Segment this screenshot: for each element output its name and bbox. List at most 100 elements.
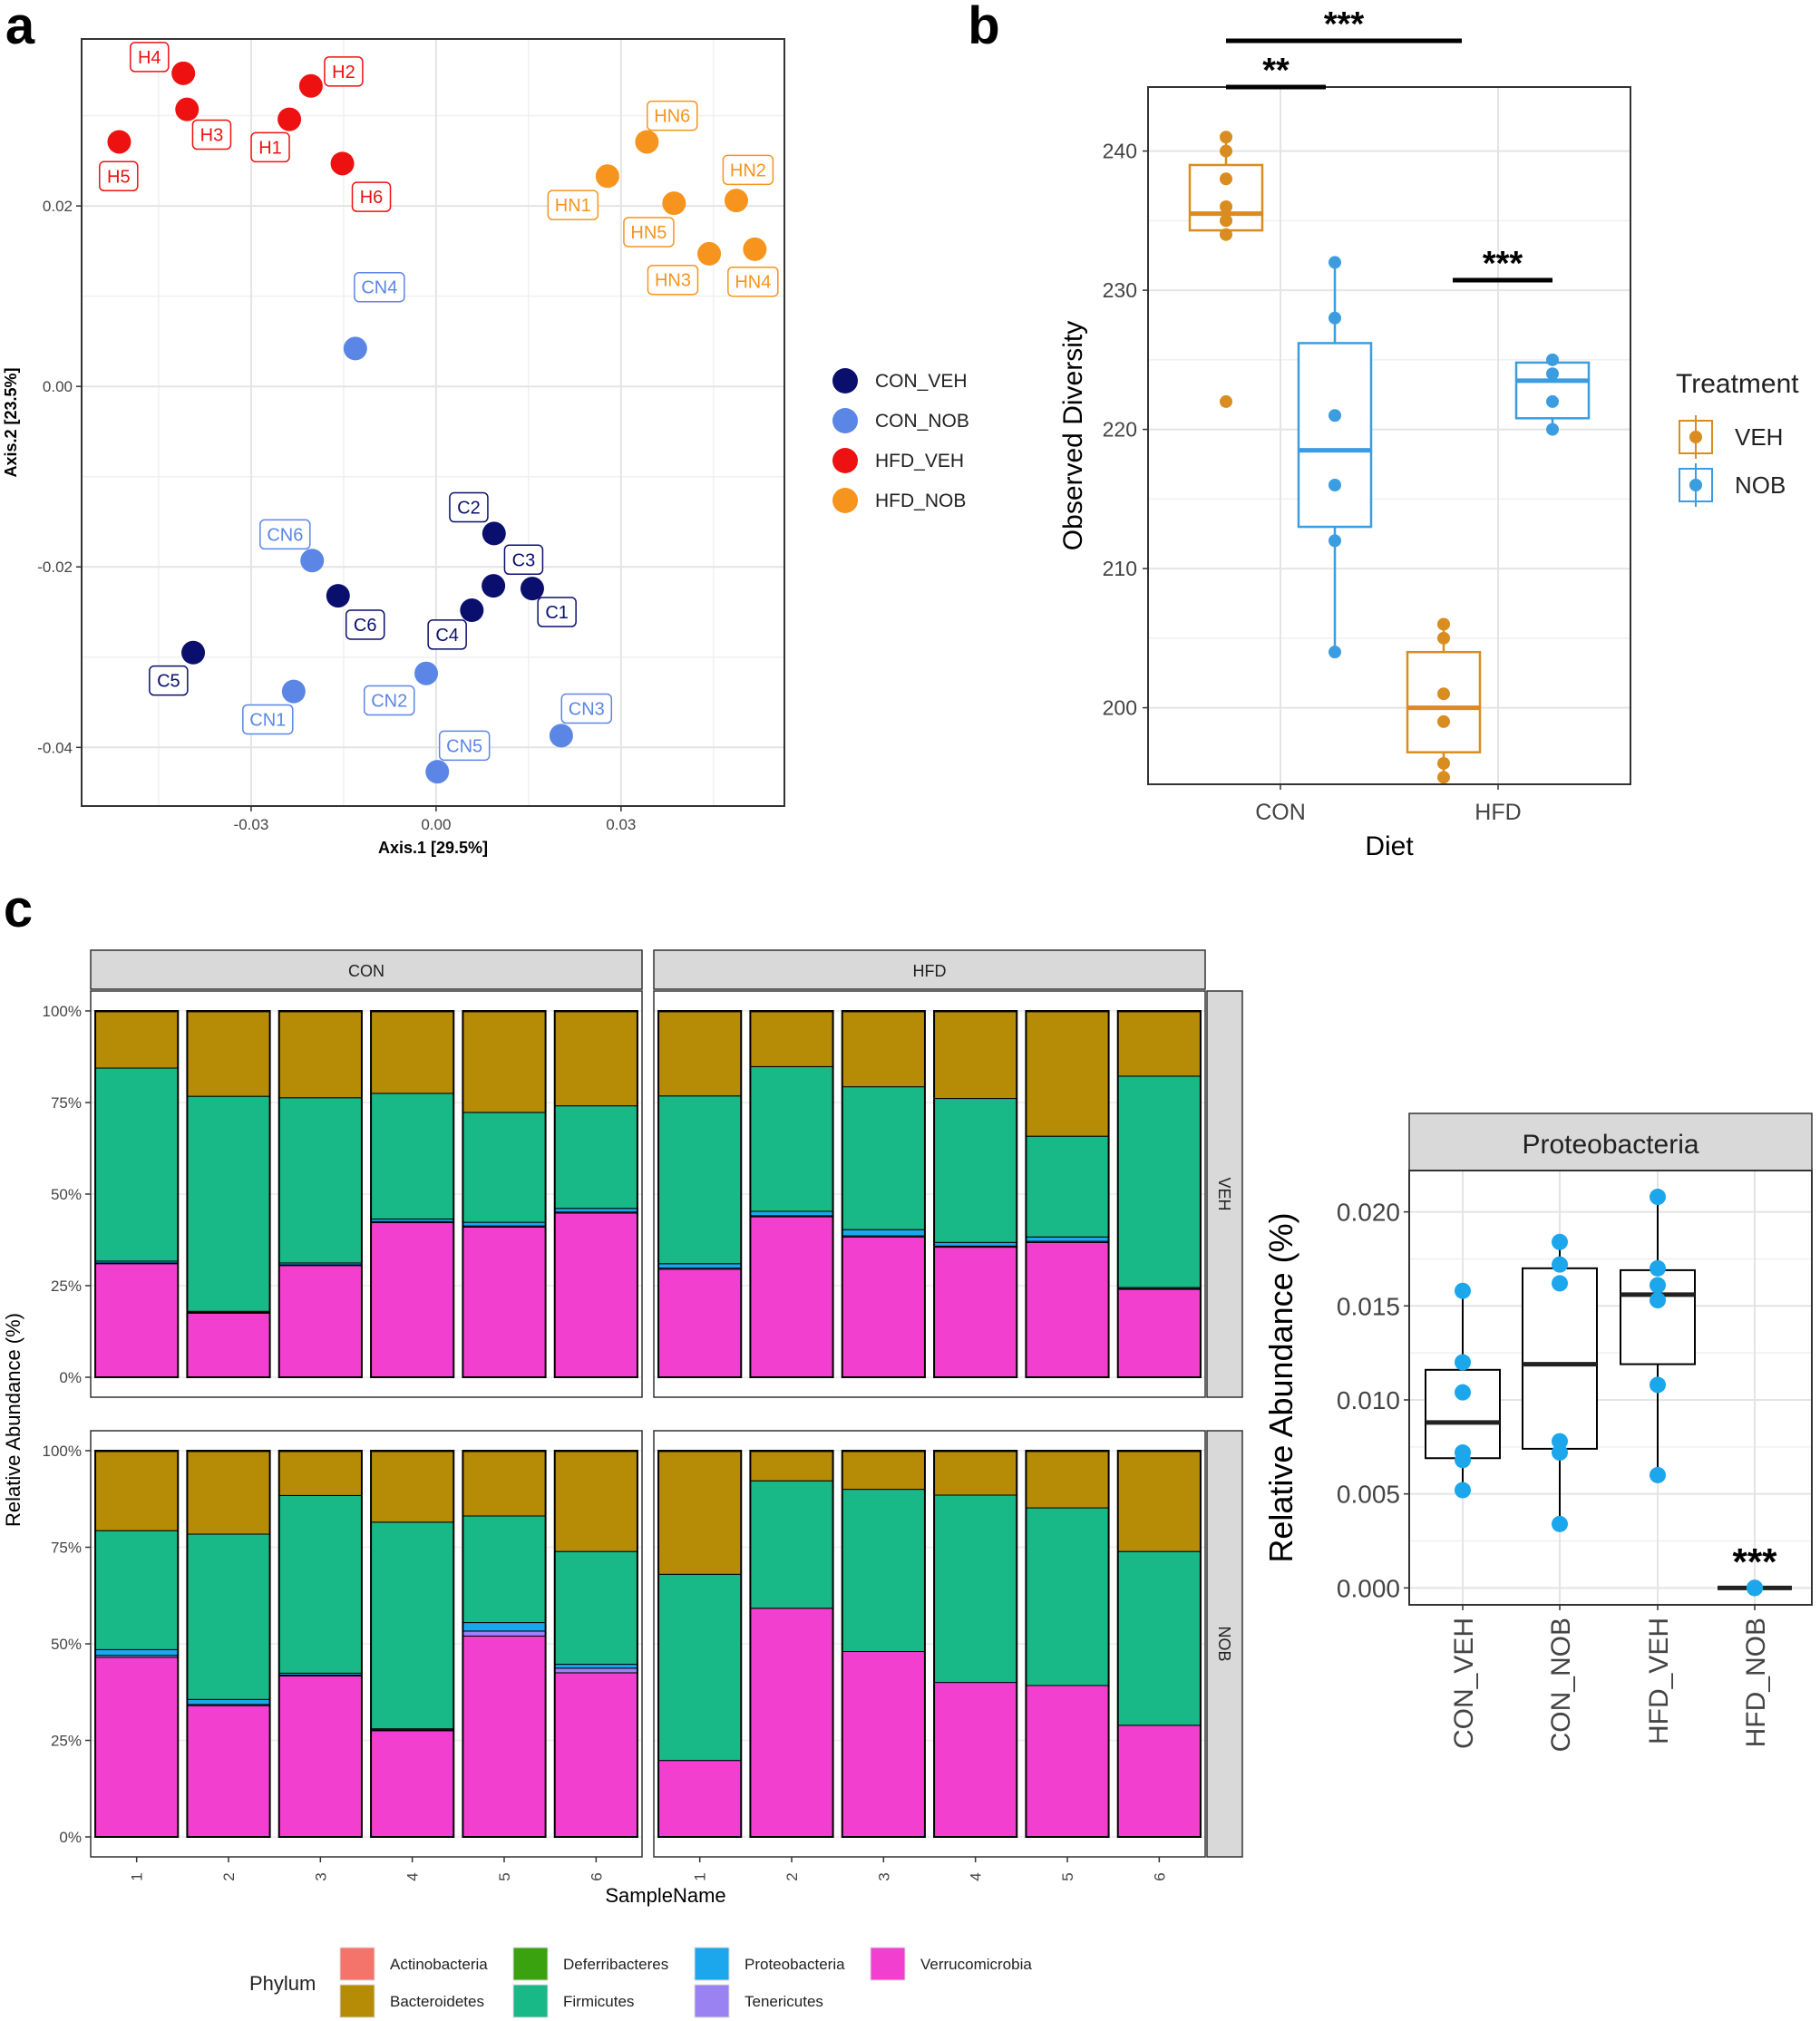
bar-segment-firmicutes <box>370 1093 454 1219</box>
legend: CON_VEH CON_NOB HFD_VEH HFD_NOB <box>832 368 969 513</box>
legend-label: HFD_NOB <box>875 491 966 511</box>
facet-CON-VEH: 0% 25% 50% 75% 100% <box>43 990 643 1398</box>
point-label-C6: C6 <box>354 616 377 636</box>
box-CON_NOB <box>1522 1267 1598 1450</box>
panel-label-a: a <box>5 0 35 55</box>
bar-segment-bacteroidetes <box>749 1011 834 1067</box>
bar-segment-bacteroidetes <box>186 1451 271 1535</box>
bar-segment-verrucomicrobia <box>94 1657 179 1838</box>
data-points: H4 H2 H3 H1 H5 H6 HN6 HN1 HN2 HN5 HN3 HN4 CN4 C2 CN6 C3… <box>99 42 779 784</box>
point-label-box <box>259 519 311 550</box>
data-point <box>1437 756 1450 770</box>
bar-segment-bacteroidetes <box>462 1451 547 1517</box>
point-HN3 <box>697 241 722 266</box>
legend-key-firmicutes <box>512 1984 549 2018</box>
legend-label: HFD_VEH <box>875 451 964 471</box>
point-label-H6: H6 <box>360 188 384 208</box>
bar-segment-verrucomicrobia <box>1025 1685 1110 1838</box>
bar-segment-bacteroidetes <box>1117 1011 1202 1077</box>
data-point <box>1650 1376 1666 1394</box>
point-C6 <box>326 584 350 608</box>
y-tick-label: 210 <box>1103 557 1137 580</box>
bar-segment-verrucomicrobia <box>186 1312 271 1378</box>
legend: Phylum Actinobacteria Bacteroidetes Deferri… <box>249 1947 1032 2018</box>
bar-segment-verrucomicrobia <box>657 1760 742 1838</box>
bar-segment-firmicutes <box>94 1530 179 1650</box>
data-point <box>1220 144 1232 158</box>
data-point <box>1437 631 1450 645</box>
box-CON-NOB <box>1297 342 1373 529</box>
y-tick-label: 25% <box>51 1733 82 1750</box>
x-tick-label: 2 <box>783 1872 801 1880</box>
facet-strip-label: Proteobacteria <box>1522 1130 1698 1160</box>
bar-sample-2 <box>186 1450 271 1838</box>
point-label-CN2: CN2 <box>371 692 407 712</box>
legend-label: Verrucomicrobia <box>920 1956 1032 1973</box>
y-tick-label: 0% <box>59 1369 82 1386</box>
point-H4 <box>171 61 196 85</box>
point-label-box <box>427 619 467 650</box>
bar-sample-5 <box>462 1010 547 1378</box>
point-H3 <box>175 97 200 121</box>
bar-segment-verrucomicrobia <box>278 1265 363 1378</box>
significance-label: ** <box>1262 52 1290 90</box>
point-label-C2: C2 <box>457 499 481 519</box>
point-CN4 <box>343 336 367 361</box>
y-tick-label: -0.02 <box>37 559 73 576</box>
legend-key-actinobacteria <box>339 1947 375 1981</box>
bar-segment-firmicutes <box>462 1112 547 1223</box>
legend-key-deferribacteres <box>512 1947 549 1981</box>
bar-segment-bacteroidetes <box>278 1011 363 1099</box>
legend-key-dot <box>1689 479 1702 491</box>
point-label-HN3: HN3 <box>655 271 691 291</box>
point-label-box <box>449 491 489 523</box>
data-point <box>1747 1579 1763 1597</box>
plot-border <box>1408 1170 1813 1606</box>
bar-segment-proteobacteria <box>933 1241 1017 1247</box>
bar-segment-firmicutes <box>1117 1550 1202 1726</box>
bar-segment-bacteroidetes <box>1025 1451 1110 1509</box>
bar-segment-verrucomicrobia <box>1025 1241 1110 1378</box>
y-tick-label: 220 <box>1103 418 1137 442</box>
x-axis-label: Axis.1 [29.5%] <box>378 839 488 857</box>
y-tick-label: 0.020 <box>1337 1199 1400 1227</box>
bar-segment-bacteroidetes <box>186 1011 271 1097</box>
point-label-box <box>130 42 170 73</box>
bar-segment-verrucomicrobia <box>370 1222 454 1378</box>
point-CN3 <box>549 724 573 748</box>
point-label-box <box>537 597 577 627</box>
point-label-H5: H5 <box>107 167 131 187</box>
data-point <box>1220 394 1232 408</box>
bar-sample-1 <box>657 1010 743 1378</box>
point-label-box <box>623 217 675 248</box>
bar-sample-5 <box>1025 1450 1110 1838</box>
bar-segment-firmicutes <box>186 1095 271 1312</box>
legend-key-verrucomicrobia <box>870 1947 906 1981</box>
bar-segment-firmicutes <box>94 1067 179 1262</box>
bar-segment-bacteroidetes <box>842 1451 926 1491</box>
bar-sample-6 <box>1116 1010 1202 1378</box>
data-point <box>1650 1259 1666 1277</box>
legend-label: Firmicutes <box>563 1993 634 2010</box>
bar-segment-bacteroidetes <box>1117 1451 1202 1552</box>
bar-sample-3 <box>277 1450 363 1838</box>
y-tick-label: 0.02 <box>43 198 73 215</box>
bar-sample-5 <box>462 1450 547 1838</box>
gridlines <box>1148 87 1630 784</box>
bar-segment-proteobacteria <box>554 1664 638 1669</box>
legend-key-bacteroidetes <box>339 1984 375 2018</box>
y-tick-label: -0.04 <box>37 739 73 756</box>
bar-sample-2 <box>749 1010 834 1378</box>
bar-segment-proteobacteria <box>657 1263 742 1269</box>
point-label-box <box>250 131 290 163</box>
point-HN1 <box>595 164 619 189</box>
point-C1 <box>520 577 544 601</box>
data-point <box>1552 1275 1568 1292</box>
legend-key-tenericutes <box>694 1984 730 2018</box>
bar-segment-verrucomicrobia <box>186 1705 271 1838</box>
bar-segment-firmicutes <box>657 1095 742 1265</box>
point-CN5 <box>425 760 450 784</box>
bar-segment-verrucomicrobia <box>94 1263 179 1378</box>
point-label-H2: H2 <box>332 63 355 83</box>
